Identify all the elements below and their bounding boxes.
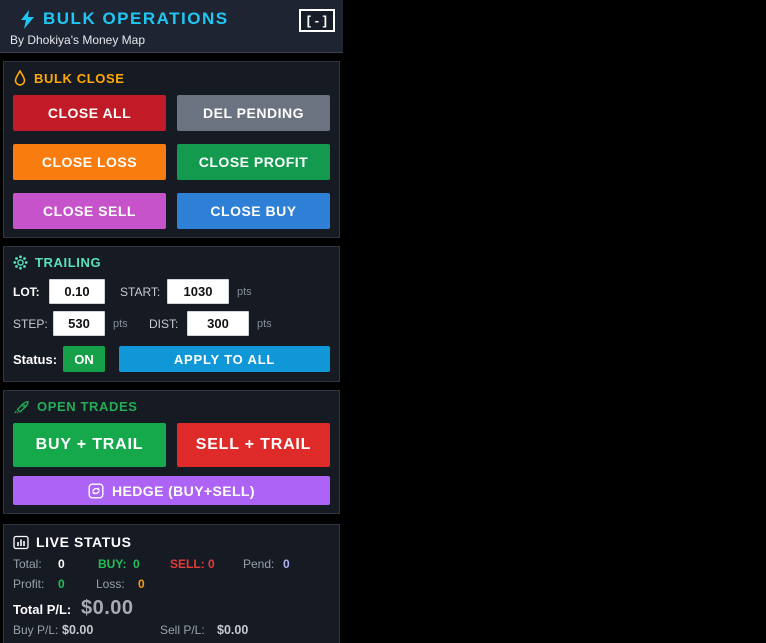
close-loss-button[interactable]: CLOSE LOSS: [13, 144, 166, 180]
step-input[interactable]: [53, 311, 105, 336]
open-trades-section: OPEN TRADES BUY + TRAIL SELL + TRAIL HED…: [3, 390, 340, 514]
lot-label: LOT:: [13, 284, 40, 299]
hedge-button[interactable]: HEDGE (BUY+SELL): [13, 476, 330, 505]
total-pl-value: $0.00: [81, 597, 134, 619]
status-on-toggle[interactable]: ON: [63, 346, 105, 372]
step-pts-unit: pts: [113, 317, 128, 330]
sell-pl-value: $0.00: [217, 623, 249, 637]
trailing-header: TRAILING: [13, 255, 330, 270]
dist-label: DIST:: [149, 316, 179, 331]
trailing-row-status: Status: ON APPLY TO ALL: [13, 346, 330, 372]
trailing-row-step-dist: STEP: pts DIST: pts: [13, 311, 330, 336]
start-pts-unit: pts: [237, 285, 252, 298]
open-trades-header: OPEN TRADES: [13, 399, 330, 414]
buy-label: BUY:: [98, 557, 127, 571]
close-buy-button[interactable]: CLOSE BUY: [177, 193, 330, 229]
rocket-icon: [13, 399, 30, 414]
total-value: 0: [58, 557, 65, 571]
close-all-button[interactable]: CLOSE ALL: [13, 95, 166, 131]
pend-value: 0: [283, 557, 290, 571]
bulk-close-section: BULK CLOSE CLOSE ALL DEL PENDING CLOSE L…: [3, 61, 340, 238]
panel-title: BULK OPERATIONS: [43, 9, 229, 28]
close-sell-button[interactable]: CLOSE SELL: [13, 193, 166, 229]
buy-trail-button[interactable]: BUY + TRAIL: [13, 423, 166, 467]
header-title-row: BULK OPERATIONS: [10, 8, 335, 30]
profit-value: 0: [58, 577, 65, 591]
live-status-section: LIVE STATUS Total: 0 BUY: 0 SELL: 0 Pend…: [3, 524, 340, 643]
swap-arrows-icon: [88, 483, 104, 499]
profit-label: Profit:: [13, 577, 45, 591]
loss-label: Loss:: [96, 577, 125, 591]
bulk-close-title: BULK CLOSE: [34, 70, 125, 86]
lightning-bolt-icon: [20, 9, 35, 29]
bulk-close-header: BULK CLOSE: [13, 70, 330, 86]
pend-label: Pend:: [243, 557, 275, 571]
buy-pl-label: Buy P/L:: [13, 623, 59, 637]
trailing-row-lot-start: LOT: START: pts: [13, 279, 330, 304]
live-status-title: LIVE STATUS: [36, 534, 132, 550]
trailing-title: TRAILING: [35, 255, 102, 270]
del-pending-button[interactable]: DEL PENDING: [177, 95, 330, 131]
open-trades-buttons: BUY + TRAIL SELL + TRAIL: [13, 423, 330, 467]
bar-chart-icon: [13, 535, 29, 550]
sell-label: SELL:: [170, 557, 205, 571]
apply-to-all-button[interactable]: APPLY TO ALL: [119, 346, 330, 372]
sell-pl-label: Sell P/L:: [160, 623, 205, 637]
start-label: START:: [120, 284, 161, 299]
close-profit-button[interactable]: CLOSE PROFIT: [177, 144, 330, 180]
buy-pl-value: $0.00: [62, 623, 94, 637]
lot-input[interactable]: [49, 279, 105, 304]
dist-pts-unit: pts: [257, 317, 272, 330]
loss-value: 0: [138, 577, 145, 591]
open-trades-title: OPEN TRADES: [37, 399, 138, 414]
buy-sell-pl-row: Buy P/L: $0.00 Sell P/L: $0.00: [13, 623, 330, 637]
step-label: STEP:: [13, 316, 48, 331]
bulk-operations-panel: BULK OPERATIONS By Dhokiya's Money Map […: [0, 0, 343, 643]
start-input[interactable]: [167, 279, 229, 304]
sell-value: 0: [208, 557, 215, 571]
panel-subtitle: By Dhokiya's Money Map: [10, 33, 146, 47]
gear-icon: [13, 255, 28, 270]
buy-value: 0: [133, 557, 140, 571]
total-label: Total:: [13, 557, 42, 571]
trailing-section: TRAILING LOT: START: pts STEP: pts DIST:…: [3, 246, 340, 382]
droplet-icon: [13, 70, 27, 86]
bulk-close-buttons: CLOSE ALL DEL PENDING CLOSE LOSS CLOSE P…: [13, 95, 330, 229]
total-pl-row: Total P/L: $0.00: [13, 597, 330, 620]
status-label: Status:: [13, 351, 58, 367]
minimize-button[interactable]: [ - ]: [298, 9, 335, 32]
hedge-button-label: HEDGE (BUY+SELL): [112, 482, 255, 499]
total-pl-label: Total P/L:: [13, 602, 72, 617]
sell-trail-button[interactable]: SELL + TRAIL: [177, 423, 330, 467]
counts-row: Total: 0 BUY: 0 SELL: 0 Pend: 0: [13, 557, 330, 571]
profit-loss-row: Profit: 0 Loss: 0: [13, 577, 330, 591]
dist-input[interactable]: [187, 311, 249, 336]
panel-header: BULK OPERATIONS By Dhokiya's Money Map […: [0, 0, 343, 53]
live-status-header: LIVE STATUS: [13, 534, 330, 550]
